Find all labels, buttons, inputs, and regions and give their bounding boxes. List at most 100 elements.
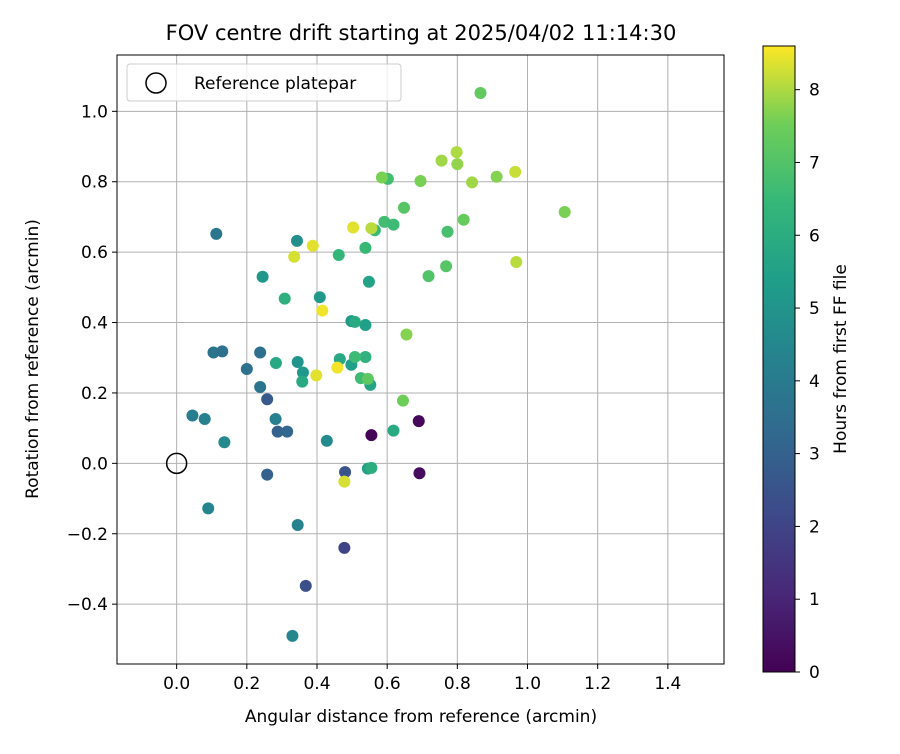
data-point [365, 222, 378, 235]
data-point [466, 176, 479, 189]
data-point [362, 275, 375, 288]
data-point [387, 218, 400, 231]
data-point [348, 315, 361, 328]
data-point [254, 380, 267, 393]
data-point [320, 434, 333, 447]
colorbar-ticks: 0 1 2 3 4 5 6 7 8 [795, 81, 820, 683]
data-point [261, 468, 274, 481]
data-point [216, 345, 229, 358]
data-point [261, 393, 274, 406]
y-tick-label: 0.0 [81, 454, 108, 474]
data-point [490, 170, 503, 183]
data-point [339, 466, 352, 479]
data-point [474, 87, 487, 100]
data-point [254, 346, 267, 359]
data-point [296, 375, 309, 388]
y-tick-label: 0.8 [81, 173, 108, 193]
data-point [207, 346, 220, 359]
colorbar-tick-label: 7 [809, 153, 820, 173]
data-point [290, 234, 303, 247]
data-point [441, 225, 454, 238]
x-tick-label: 0.4 [303, 674, 330, 694]
data-point [365, 429, 378, 442]
data-point [348, 351, 361, 364]
y-tick-label: 0.6 [81, 243, 108, 263]
x-tick-label: 1.2 [584, 674, 611, 694]
data-point [332, 248, 345, 261]
colorbar-label: Hours from first FF file [831, 264, 851, 454]
data-point [378, 215, 391, 228]
data-point [422, 270, 435, 283]
chart-title: FOV centre drift starting at 2025/04/02 … [166, 21, 677, 45]
x-tick-label: 0.0 [163, 674, 190, 694]
data-point [310, 369, 323, 382]
data-point [256, 270, 269, 283]
y-tick-label: 0.4 [81, 314, 108, 334]
legend: Reference platepar [126, 63, 402, 102]
y-axis-label: Rotation from reference (arcmin) [23, 219, 43, 499]
scatter-points [165, 87, 571, 642]
data-point [435, 154, 448, 167]
data-point [202, 502, 215, 515]
colorbar-tick-label: 6 [809, 226, 820, 246]
data-point [451, 158, 464, 171]
data-point [375, 171, 388, 184]
data-point [286, 629, 299, 642]
legend-reference-marker [145, 72, 167, 94]
x-tick-label: 1.4 [654, 674, 681, 694]
data-point [359, 241, 372, 254]
plot-frame [116, 54, 725, 665]
colorbar-tick-label: 5 [809, 299, 820, 319]
data-point [338, 475, 351, 488]
data-point [361, 372, 374, 385]
data-point [210, 227, 223, 240]
data-point [365, 461, 378, 474]
colorbar-tick-label: 8 [809, 81, 820, 101]
data-point [412, 415, 425, 428]
data-point [198, 412, 211, 425]
colorbar-tick-label: 4 [809, 372, 820, 392]
data-point [271, 425, 284, 438]
data-point [400, 328, 413, 341]
data-point [218, 436, 231, 449]
data-point [269, 412, 282, 425]
data-point [291, 518, 304, 531]
y-tick-label: 0.2 [81, 384, 108, 404]
y-tick-label: 1.0 [81, 102, 108, 122]
legend-box [126, 63, 402, 102]
data-point [240, 363, 253, 376]
data-point [509, 165, 522, 178]
colorbar-tick-label: 3 [809, 445, 820, 465]
x-tick-label: 0.2 [233, 674, 260, 694]
x-tick-label: 0.6 [374, 674, 401, 694]
grid-layer [117, 55, 724, 664]
colorbar-tick-label: 2 [809, 517, 820, 537]
colorbar-gradient [763, 46, 795, 672]
data-point [313, 291, 326, 304]
reference-platepar-marker [165, 452, 188, 475]
data-point [387, 424, 400, 437]
data-point [457, 213, 470, 226]
data-point [296, 366, 309, 379]
data-point [359, 319, 372, 332]
data-point [398, 201, 411, 214]
colorbar-frame [762, 45, 796, 673]
data-point [396, 394, 409, 407]
plot-area [117, 55, 724, 664]
y-tick-label: −0.2 [67, 525, 108, 545]
data-point [186, 409, 199, 422]
data-point [331, 361, 344, 374]
data-point [359, 351, 372, 364]
data-point [338, 541, 351, 554]
data-point [440, 260, 453, 273]
x-tick-label: 1.0 [514, 674, 541, 694]
colorbar-tick-label: 1 [809, 590, 820, 610]
colorbar-tick-label: 0 [809, 663, 820, 683]
data-point [269, 357, 282, 370]
data-point [288, 250, 301, 263]
data-point [281, 425, 294, 438]
data-point [510, 255, 523, 268]
data-point [278, 292, 291, 305]
